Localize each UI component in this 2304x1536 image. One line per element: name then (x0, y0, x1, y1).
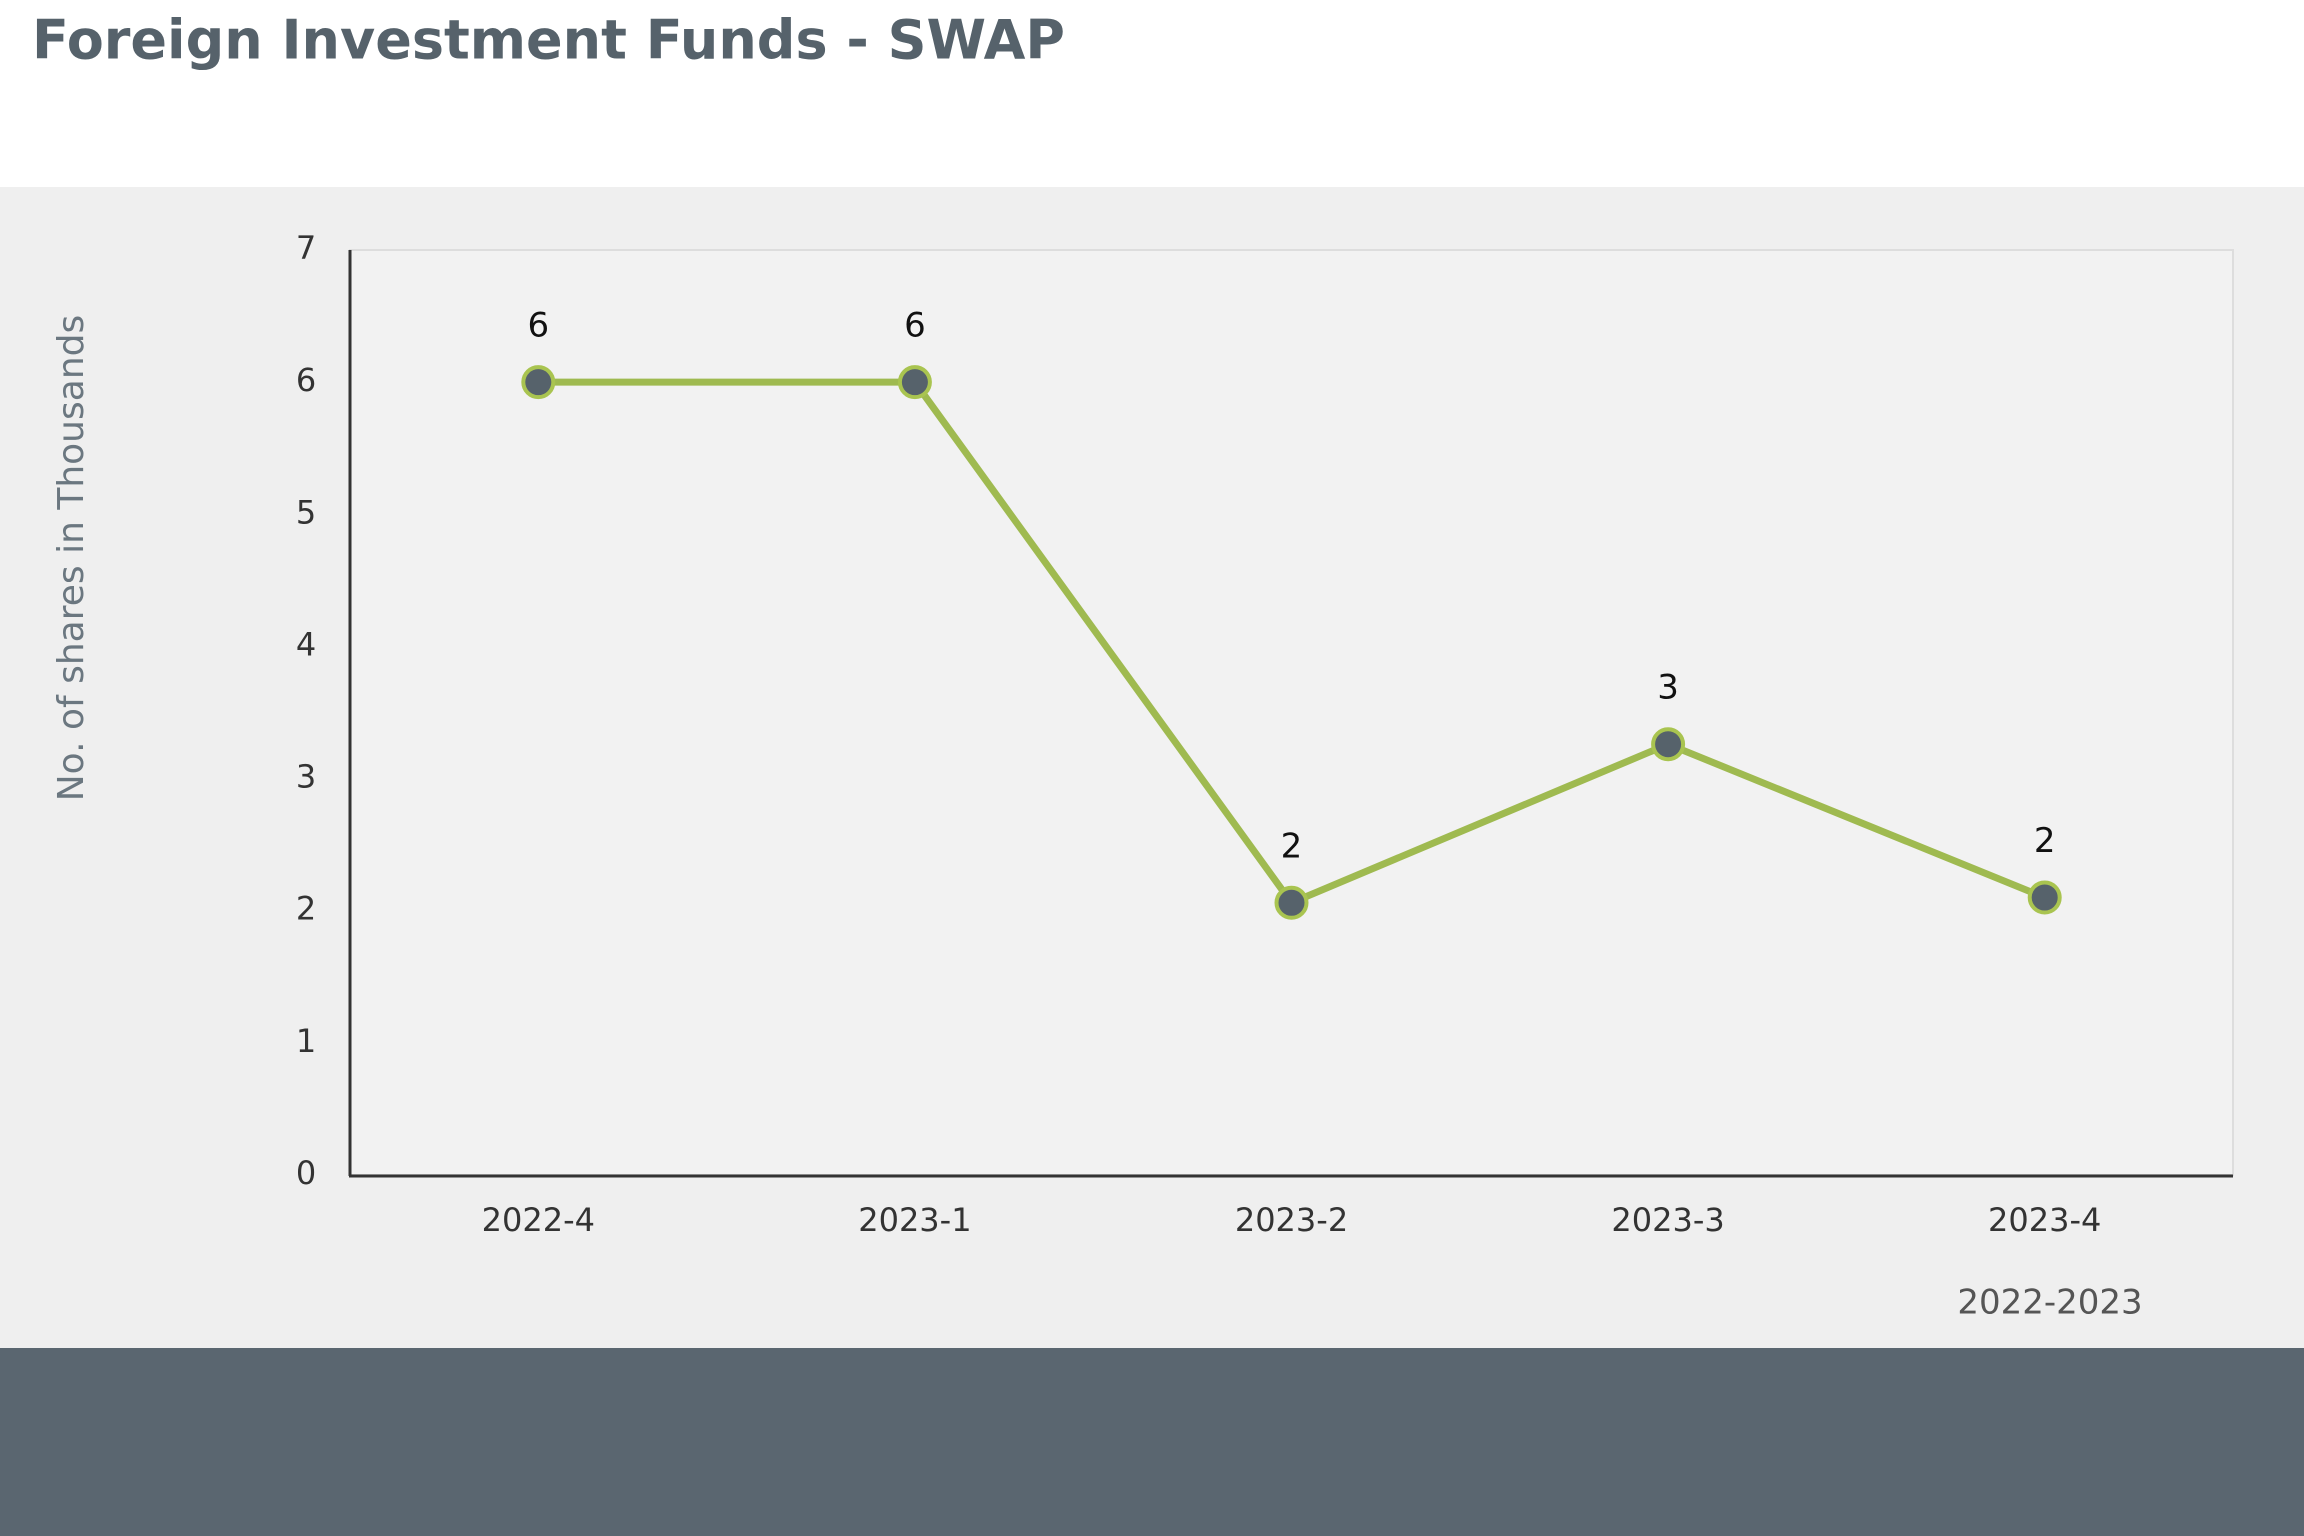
y-axis-title: No. of shares in Thousands (51, 315, 92, 802)
y-tick-label: 6 (296, 361, 316, 399)
y-tick-label: 0 (296, 1154, 316, 1192)
chart-title: Foreign Investment Funds - SWAP (32, 9, 1065, 72)
x-tick-label: 2023-1 (858, 1201, 971, 1239)
data-label: 3 (1657, 668, 1679, 708)
x-tick-label: 2023-2 (1235, 1201, 1348, 1239)
y-tick-label: 2 (296, 890, 316, 928)
y-tick-label: 4 (296, 625, 316, 663)
y-tick-label: 3 (296, 758, 316, 796)
x-axis-title: 2022-2023 (1957, 1283, 2142, 1323)
data-point (1651, 727, 1686, 762)
x-tick-label: 2023-4 (1988, 1201, 2101, 1239)
data-point (1274, 885, 1309, 920)
data-point (897, 365, 932, 400)
footer-band (0, 1348, 2304, 1536)
y-tick-label: 1 (296, 1022, 316, 1060)
x-tick-label: 2022-4 (482, 1201, 595, 1239)
x-tick-label: 2023-3 (1611, 1201, 1724, 1239)
data-label: 2 (1281, 826, 1303, 866)
y-tick-label: 5 (296, 493, 316, 531)
plot-area (349, 249, 2234, 1176)
data-label: 6 (904, 306, 926, 346)
header-bg (0, 0, 2304, 187)
data-label: 6 (527, 306, 549, 346)
data-label: 2 (2034, 821, 2056, 861)
y-tick-label: 7 (296, 229, 316, 267)
data-point (2027, 880, 2062, 915)
data-point (521, 365, 556, 400)
